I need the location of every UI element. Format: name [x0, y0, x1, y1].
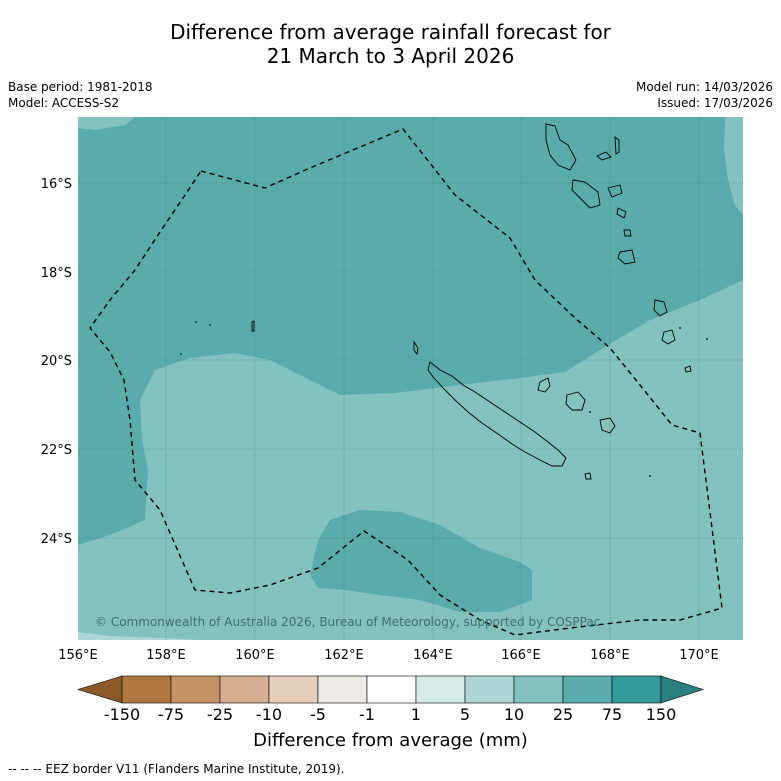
- isle-of-pines: [584, 472, 592, 480]
- lat-label-24s: 24°S: [41, 532, 72, 547]
- colorbar-label-neg75: -75: [157, 705, 185, 724]
- base-period: Base period: 1981-2018: [8, 80, 153, 94]
- lat-label-20s: 20°S: [41, 354, 72, 369]
- colorbar-label-25: 25: [552, 705, 574, 724]
- new-caledonia-island: [427, 361, 567, 467]
- colorbar-segment-8: [464, 675, 515, 704]
- colorbar-segment-5: [317, 675, 368, 704]
- islet-2: [209, 324, 211, 326]
- lon-label-168e: 168°E: [590, 648, 630, 663]
- rainfall-band-25-75-south: [310, 510, 532, 612]
- chesterfield-islets: [251, 320, 255, 332]
- islet-5: [706, 338, 708, 340]
- issued-date: Issued: 17/03/2026: [657, 96, 773, 110]
- islet-1: [195, 321, 197, 323]
- colorbar-label-150: 150: [645, 705, 677, 724]
- rainfall-band-upper-left: [78, 117, 135, 130]
- lon-label-164e: 164°E: [413, 648, 453, 663]
- lifou-island: [565, 391, 586, 411]
- lon-label-166e: 166°E: [501, 648, 541, 663]
- colorbar-label-neg25: -25: [206, 705, 234, 724]
- rainfall-band-upper-right: [724, 117, 743, 215]
- model-name: Model: ACCESS-S2: [8, 96, 120, 110]
- colorbar-segment-11: [611, 675, 662, 704]
- ambrym-island: [607, 184, 623, 198]
- lat-label-18s: 18°S: [41, 266, 72, 281]
- epi-island: [616, 207, 627, 219]
- colorbar-label-5: 5: [459, 705, 471, 724]
- islet-3: [180, 353, 182, 355]
- islet-4: [679, 327, 681, 329]
- lon-label-158e: 158°E: [146, 648, 186, 663]
- lat-label-16s: 16°S: [41, 177, 72, 192]
- model-run: Model run: 14/03/2026: [635, 80, 773, 94]
- colorbar-segment-9: [513, 675, 564, 704]
- colorbar-label-10: 10: [503, 705, 525, 724]
- lon-label-156e: 156°E: [58, 648, 98, 663]
- copyright-text: © Commonwealth of Australia 2026, Bureau…: [95, 615, 600, 629]
- rainfall-band-bottom-strip: [78, 632, 200, 640]
- colorbar: [76, 675, 704, 704]
- espiritu-santo-island: [545, 123, 577, 171]
- colorbar-extension-low: [76, 675, 123, 704]
- belep-islands: [413, 340, 419, 356]
- colorbar-title: Difference from average (mm): [253, 730, 528, 751]
- colorbar-extension-high: [660, 675, 704, 704]
- colorbar-label-75: 75: [601, 705, 623, 724]
- eez-border: [89, 128, 723, 636]
- colorbar-label-neg150: -150: [103, 705, 141, 724]
- ambae-island: [596, 151, 612, 161]
- islet-7: [589, 411, 591, 413]
- eez-legend-footnote: -- -- -- EEZ border V11 (Flanders Marine…: [8, 762, 345, 776]
- rainfall-band-10-25: [78, 280, 743, 640]
- aneityum-island: [661, 329, 676, 345]
- islet-6: [649, 475, 651, 477]
- colorbar-label-1: 1: [410, 705, 422, 724]
- tanna-island: [653, 299, 668, 317]
- map-title-line2: 21 March to 3 April 2026: [266, 44, 515, 68]
- colorbar-segment-10: [562, 675, 613, 704]
- erromango-island: [617, 249, 636, 265]
- efate-island: [623, 229, 632, 237]
- colorbar-segment-2: [170, 675, 221, 704]
- lat-label-22s: 22°S: [41, 443, 72, 458]
- small-island-hunter: [684, 365, 692, 373]
- lon-label-170e: 170°E: [679, 648, 719, 663]
- map-area: © Commonwealth of Australia 2026, Bureau…: [78, 117, 743, 640]
- colorbar-segment-3: [219, 675, 270, 704]
- maewo-island: [614, 136, 620, 155]
- colorbar-segment-4: [268, 675, 319, 704]
- ouvea-island: [537, 377, 551, 393]
- gridlines: [78, 117, 743, 640]
- colorbar-label-neg10: -10: [255, 705, 283, 724]
- colorbar-segment-6: [366, 675, 417, 704]
- colorbar-segment-7: [415, 675, 466, 704]
- colorbar-label-neg1: -1: [359, 705, 375, 724]
- lon-label-162e: 162°E: [324, 648, 364, 663]
- lon-label-160e: 160°E: [235, 648, 275, 663]
- malakula-island: [571, 179, 601, 209]
- map-title-line1: Difference from average rainfall forecas…: [170, 20, 611, 44]
- mare-island: [599, 417, 616, 434]
- colorbar-label-neg5: -5: [310, 705, 326, 724]
- colorbar-segment-1: [121, 675, 172, 704]
